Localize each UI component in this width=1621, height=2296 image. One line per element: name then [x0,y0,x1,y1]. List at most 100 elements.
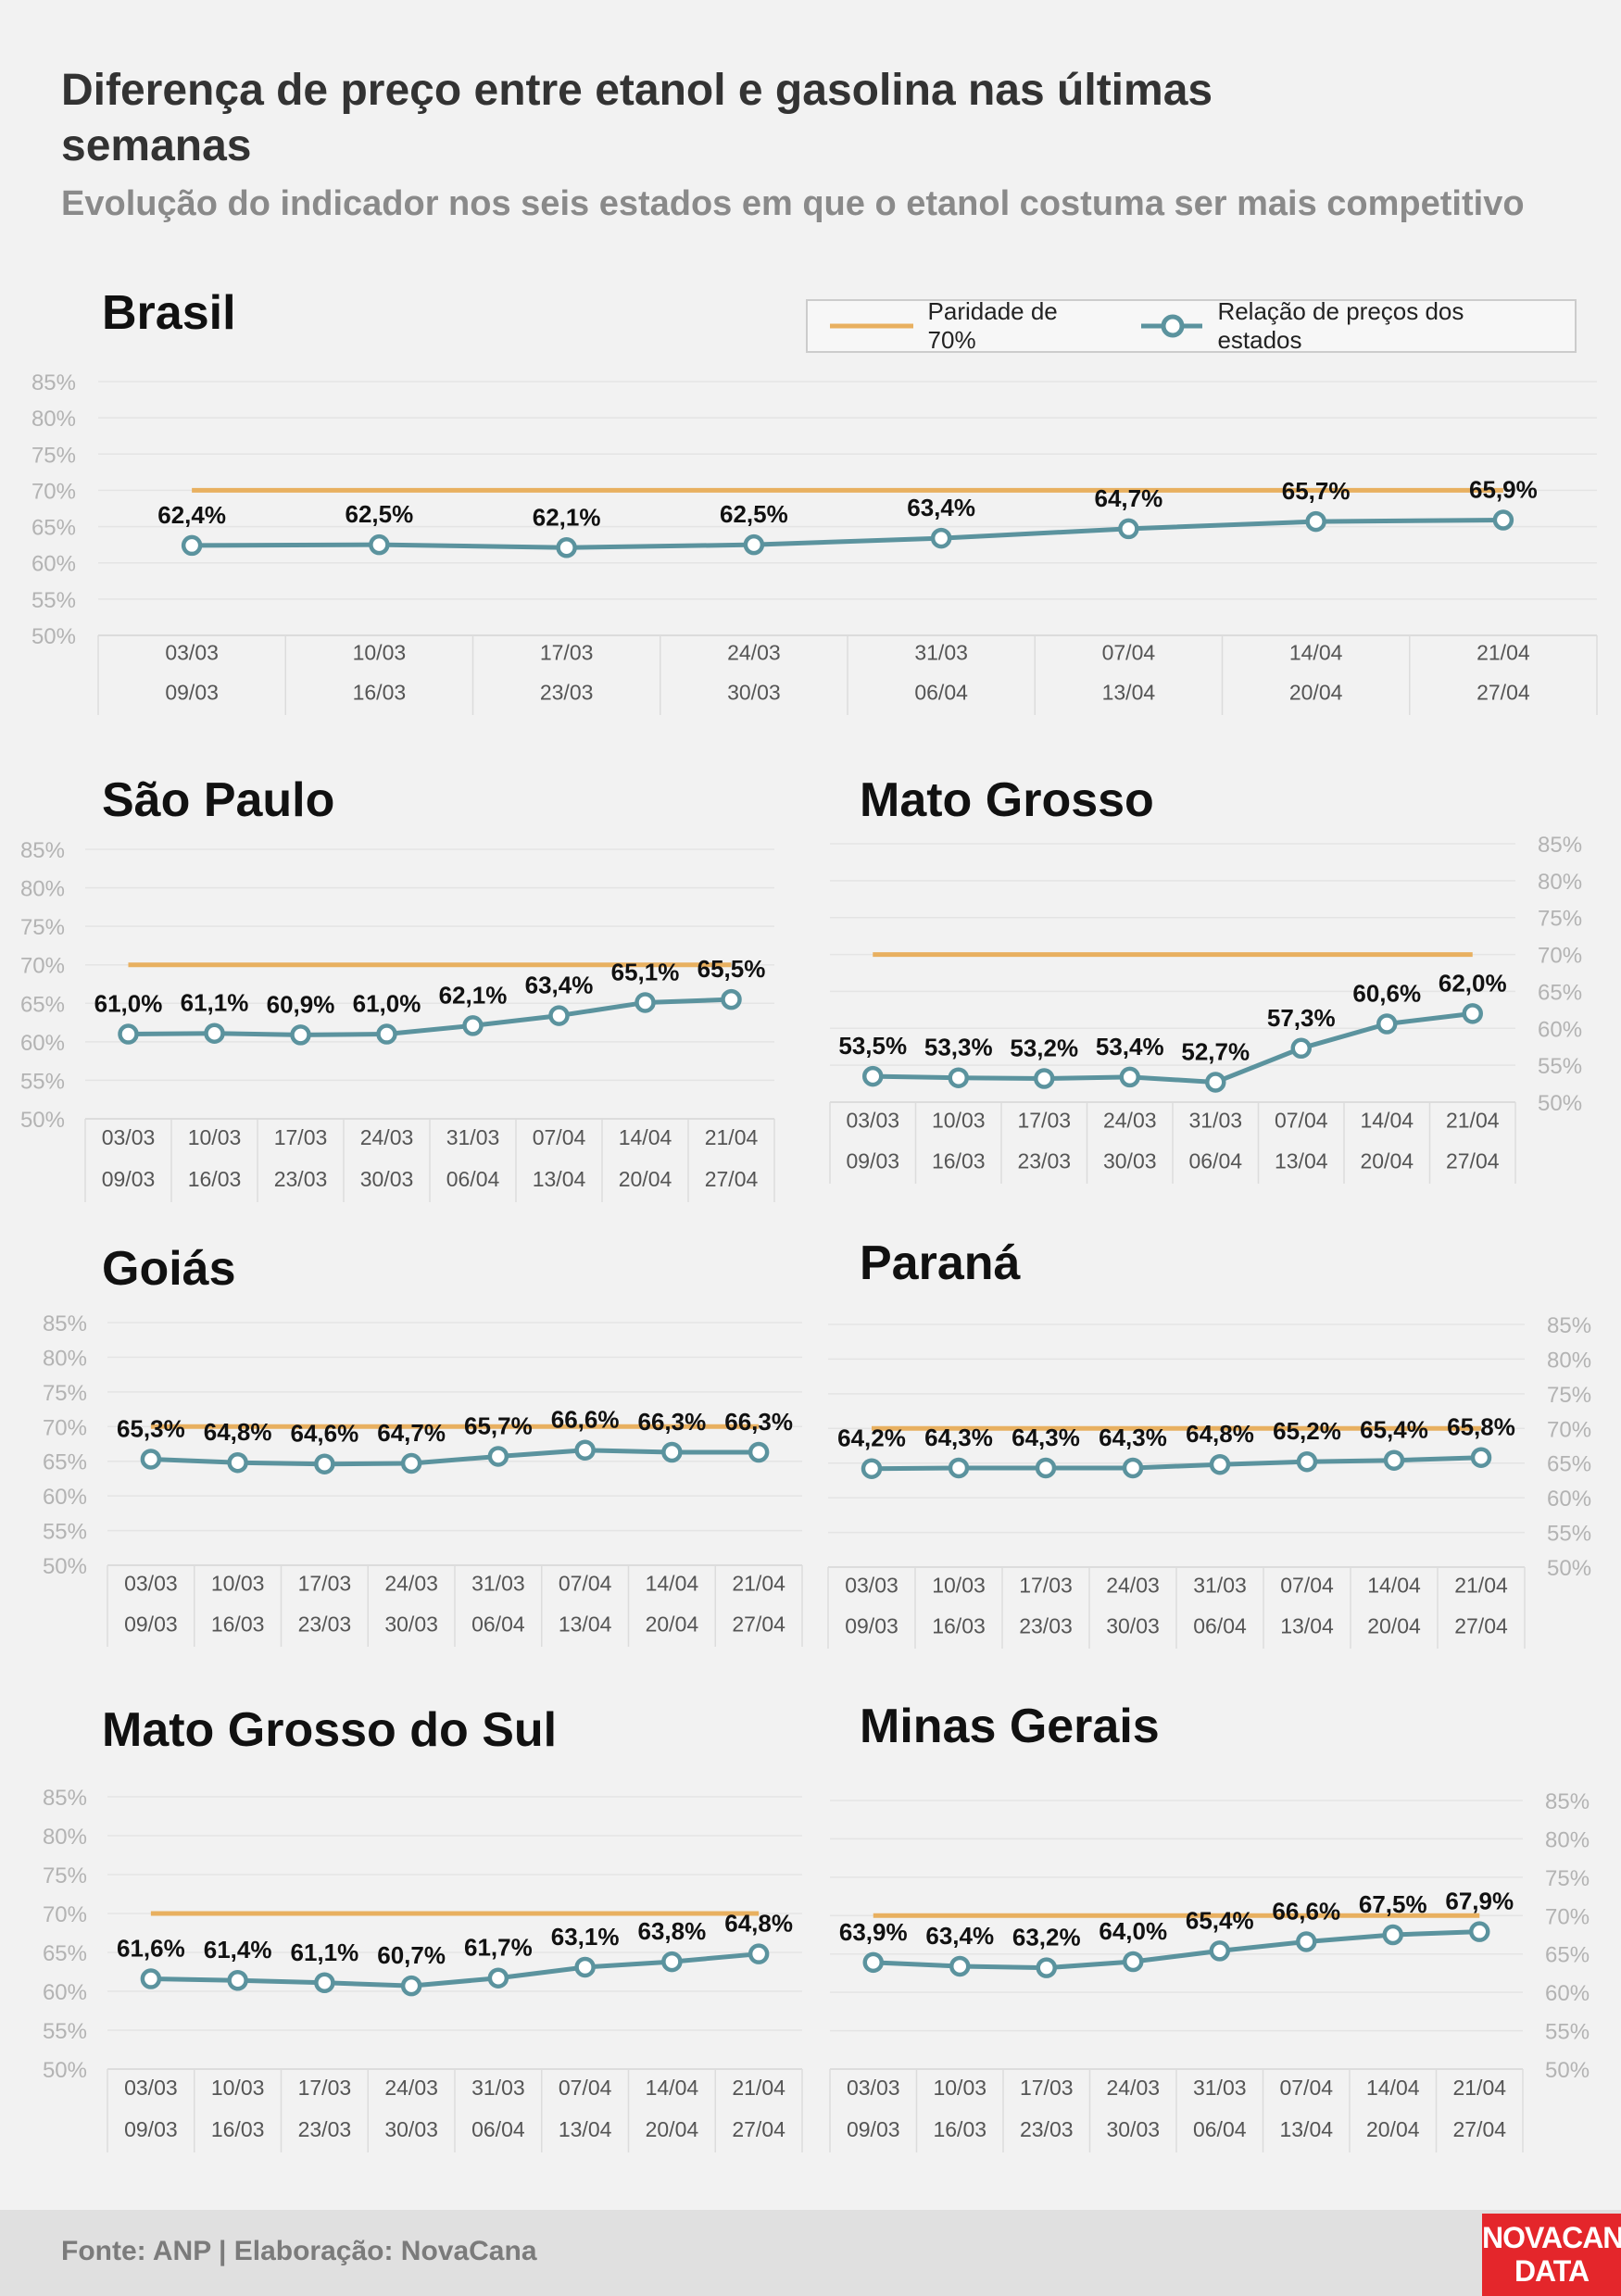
series-line [150,1951,760,1989]
chart-brasil: 85% 80% 75% 70% 65% 60% 55% 50% 03/03 09/03 10/03 1… [31,370,1598,715]
data-label: 63,4% [525,972,594,999]
y-tick-label: 65% [1547,1452,1591,1477]
x-tick-label-end: 16/03 [188,1167,242,1191]
chart-title-mato-grosso: Mato Grosso [860,773,1154,827]
data-point [861,1458,883,1479]
footer: Fonte: ANP | Elaboração: NovaCana [0,2210,1621,2296]
data-point [1382,1924,1403,1946]
x-tick-label-start: 21/04 [1452,2076,1506,2100]
logo-line-2: DATA [1514,2254,1590,2288]
x-tick-label-start: 10/03 [932,1573,986,1597]
y-tick-label: 55% [1545,2020,1590,2045]
data-point [1123,1951,1144,1973]
x-tick-label-end: 23/03 [298,2117,352,2141]
x-tick-label-end: 27/04 [732,1612,785,1636]
data-point [314,1972,335,1994]
y-tick-label: 65% [1538,980,1582,1005]
y-tick-label: 60% [20,1031,65,1056]
data-point [661,1441,683,1463]
data-label: 65,5% [697,955,766,983]
x-tick-label-end: 20/04 [1367,1613,1421,1637]
data-label: 63,4% [907,494,975,521]
x-tick-label-end: 13/04 [1102,681,1156,705]
x-tick-label-end: 16/03 [932,1148,986,1173]
y-tick-label: 70% [1547,1417,1591,1442]
parity-line-icon [830,323,913,329]
y-tick-label: 85% [1545,1789,1590,1814]
x-tick-label-end: 16/03 [211,2117,265,2141]
data-point [204,1023,225,1044]
data-point [748,1441,770,1463]
y-tick-label: 85% [1538,833,1582,858]
data-point [1376,1013,1398,1035]
x-tick-label-start: 24/03 [360,1125,414,1149]
y-tick-label: 75% [1545,1866,1590,1891]
x-tick-label-end: 06/04 [1193,2117,1247,2141]
x-tick-label-start: 14/04 [619,1125,672,1149]
data-label: 64,7% [1095,484,1163,512]
y-tick-label: 50% [43,1554,87,1579]
x-tick-label-start: 21/04 [732,1571,785,1595]
data-point [1122,1457,1144,1479]
data-label: 53,2% [1010,1034,1078,1061]
data-label: 64,8% [724,1910,793,1938]
series-line [150,1448,760,1467]
y-tick-label: 55% [31,588,76,613]
x-tick-label-end: 06/04 [914,681,968,705]
data-label: 64,8% [204,1418,272,1446]
y-tick-label: 50% [31,624,76,649]
data-label: 64,3% [924,1424,993,1451]
y-tick-label: 80% [43,1346,87,1371]
x-tick-label-end: 09/03 [846,1148,899,1173]
data-label: 65,1% [611,958,680,985]
data-label: 65,7% [1282,477,1351,505]
data-label: 61,0% [94,990,163,1018]
y-tick-label: 65% [1545,1943,1590,1968]
x-tick-label-end: 16/03 [933,2117,986,2141]
x-tick-label-end: 23/03 [1017,1148,1071,1173]
data-point [487,1446,509,1467]
chart-title-brasil: Brasil [102,286,236,340]
y-tick-label: 50% [1545,2058,1590,2083]
data-point [574,1956,596,1978]
logo-line-1: NOVACANA [1482,2221,1621,2254]
y-tick-label: 80% [43,1825,87,1850]
y-tick-label: 85% [43,1786,87,1811]
y-tick-label: 85% [43,1311,87,1336]
data-point [400,1975,422,1997]
x-tick-label-start: 03/03 [846,1108,899,1132]
data-label: 61,4% [204,1936,272,1964]
data-point [1296,1450,1318,1473]
y-tick-label: 55% [1547,1522,1591,1547]
x-tick-label-start: 21/04 [1446,1108,1500,1132]
y-tick-label: 55% [20,1069,65,1094]
data-point [1296,1931,1317,1952]
data-label: 62,5% [720,500,788,528]
source-note: Fonte: ANP | Elaboração: NovaCana [61,2236,537,2266]
y-tick-label: 65% [20,992,65,1017]
x-tick-label-start: 10/03 [211,2076,265,2100]
y-tick-label: 80% [20,877,65,902]
novacana-logo: NOVACANA DATA [1482,2214,1621,2296]
data-label: 63,9% [839,1918,908,1946]
y-tick-label: 55% [43,1520,87,1545]
series-line [873,1929,1480,1971]
legend-item-parity: Paridade de 70% [828,297,1104,355]
x-tick-label-start: 07/04 [559,1571,612,1595]
x-tick-label-end: 20/04 [646,2117,699,2141]
x-tick-label-end: 06/04 [1193,1613,1247,1637]
x-tick-label-end: 13/04 [559,1612,612,1636]
x-tick-label-end: 27/04 [732,2117,785,2141]
data-label: 53,5% [838,1032,907,1060]
y-tick-label: 55% [1538,1054,1582,1079]
series-line [873,1010,1474,1085]
x-tick-label-start: 31/03 [446,1125,500,1149]
y-tick-label: 70% [1545,1904,1590,1929]
x-tick-label-start: 31/03 [1193,2076,1247,2100]
data-point [574,1439,596,1461]
legend-item-series: Relação de preços dos estados [1139,297,1539,355]
data-label: 63,8% [638,1917,707,1945]
x-tick-label-start: 24/03 [1103,1108,1157,1132]
data-point [948,1457,970,1479]
y-tick-label: 60% [1545,1981,1590,2006]
